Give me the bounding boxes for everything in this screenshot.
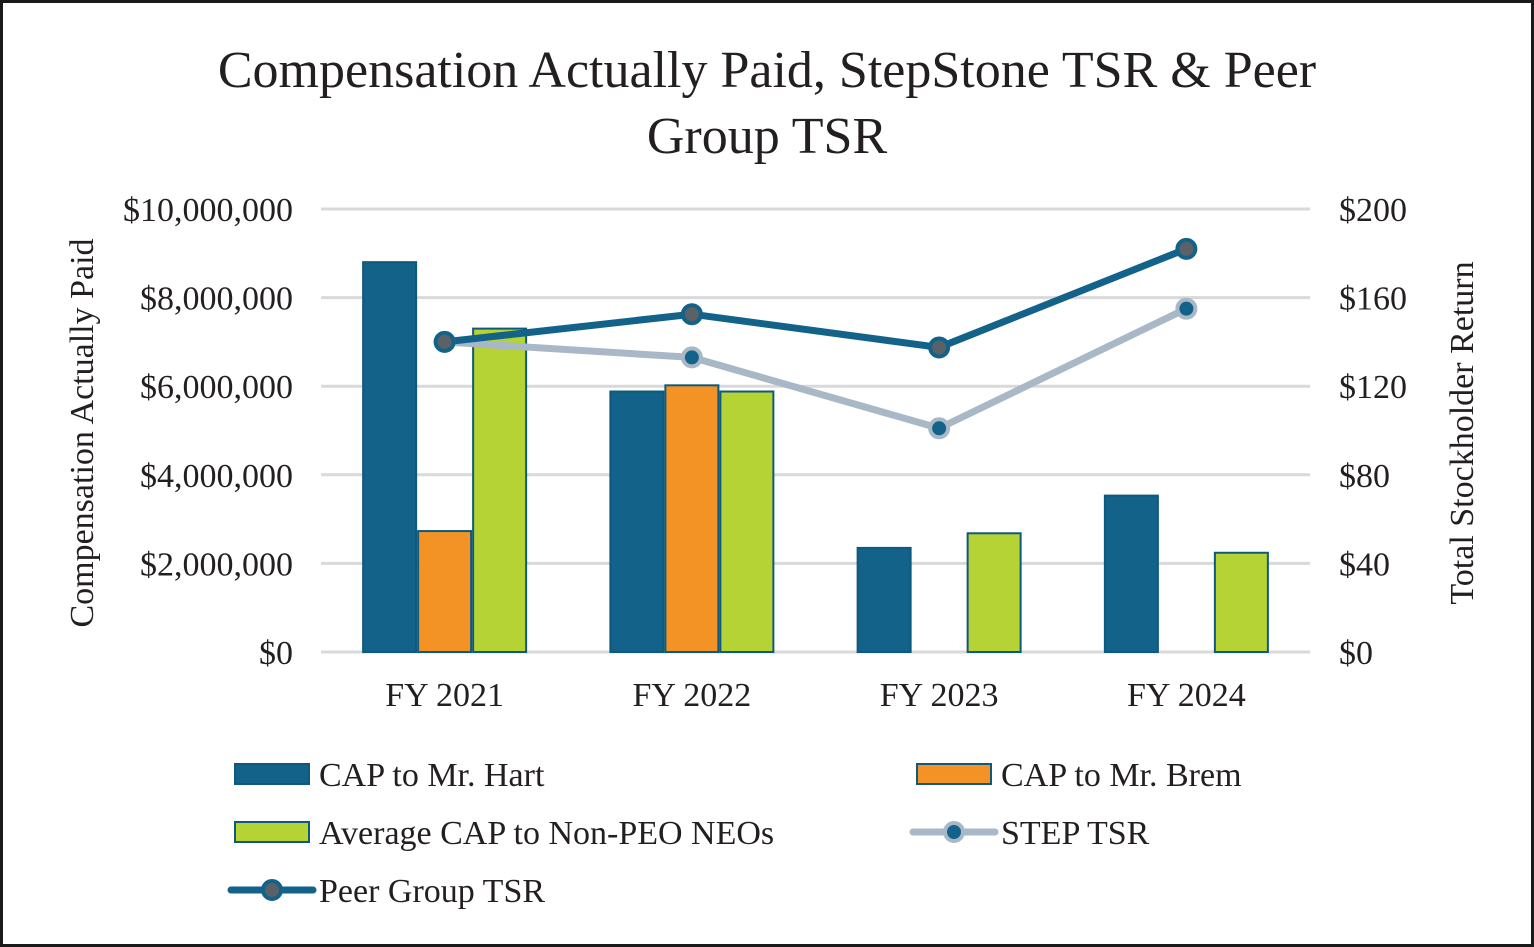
y2-tick-label: $0 [1339,635,1373,672]
y-tick-label: $6,000,000 [140,369,293,406]
legend-swatch [234,763,310,785]
legend-item: CAP to Mr. Hart [234,757,545,794]
y-axis-title: Compensation Actually Paid [64,238,101,627]
bar [609,390,665,653]
legend-item: CAP to Mr. Brem [916,757,1242,794]
y2-tick-label: $120 [1339,369,1407,406]
x-tick-label: FY 2022 [633,677,752,714]
legend-marker [943,821,965,843]
line-point [1175,237,1198,260]
line-series [433,237,1198,440]
y-tick-label: $2,000,000 [140,546,293,583]
line-point [680,346,703,369]
series-line [441,305,1190,432]
legend-item: Average CAP to Non-PEO NEOs [234,815,774,852]
legend-swatch [916,763,992,785]
x-tick-label: FY 2024 [1127,677,1246,714]
legend-label: CAP to Mr. Brem [1001,757,1242,794]
legend: CAP to Mr. Hart CAP to Mr. Brem Average CA… [227,757,1242,910]
bar [472,327,528,653]
y2-tick-label: $200 [1339,192,1407,229]
y-tick-label: $4,000,000 [140,458,293,495]
bar [362,261,418,653]
line-point [433,330,456,353]
legend-marker [261,879,283,901]
bar [664,384,720,653]
chart-title-line-1: Compensation Actually Paid, StepStone TS… [218,42,1316,99]
x-tick-label: FY 2021 [385,677,504,714]
line-point [1175,297,1198,320]
chart-title: Compensation Actually Paid, StepStone TS… [218,42,1316,165]
bar [1103,494,1159,653]
bar [856,546,912,654]
legend-swatch [234,821,310,843]
y-tick-label: $0 [259,635,293,672]
series-line [441,245,1190,351]
legend-label: STEP TSR [1001,815,1150,852]
bar [719,390,775,653]
legend-item: Peer Group TSR [227,873,545,910]
y2-tick-label: $80 [1339,458,1390,495]
y2-axis-title: Total Stockholder Return [1444,261,1481,604]
x-axis-ticks: FY 2021 FY 2022 FY 2023 FY 2024 [385,677,1245,714]
left-axis-ticks: $0 $2,000,000 $4,000,000 $6,000,000 $8,000,0… [123,192,293,672]
y-tick-label: $8,000,000 [140,281,293,318]
right-axis-ticks: $0 $40 $80 $120 $160 $200 [1339,192,1407,672]
y2-tick-label: $40 [1339,546,1390,583]
bar [1213,551,1269,654]
legend-item: STEP TSR [909,815,1150,852]
bar-series [362,261,1269,654]
chart-title-line-2: Group TSR [647,108,888,165]
y-tick-label: $10,000,000 [123,192,293,229]
bar [417,530,473,653]
line-point [928,336,951,359]
legend-label: Peer Group TSR [319,873,545,910]
x-tick-label: FY 2023 [880,677,999,714]
line-point [928,417,951,440]
line-point [680,303,703,326]
y2-tick-label: $160 [1339,281,1407,318]
legend-label: CAP to Mr. Hart [319,757,545,794]
bar [966,532,1022,653]
legend-label: Average CAP to Non-PEO NEOs [319,815,774,852]
chart-canvas: Compensation Actually Paid, StepStone TS… [64,42,1481,910]
